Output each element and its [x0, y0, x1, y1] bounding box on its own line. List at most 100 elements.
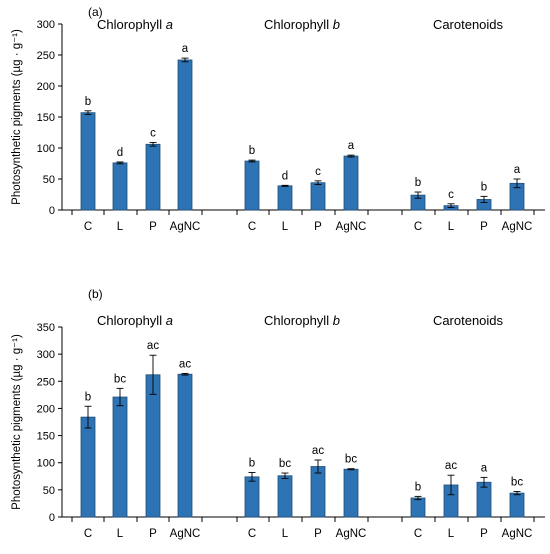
bar	[509, 492, 525, 518]
bar	[244, 476, 260, 518]
x-category-label: P	[314, 528, 322, 540]
y-tick-label: 200	[37, 403, 55, 415]
significance-letter: c	[150, 127, 156, 139]
x-category-label: P	[480, 528, 488, 540]
group-title: Chlorophyll b	[264, 313, 340, 328]
group-title-italic: b	[333, 17, 340, 32]
significance-letter: bc	[345, 454, 357, 466]
bar	[177, 59, 193, 211]
significance-letter: c	[315, 166, 321, 178]
y-tick-label: 300	[37, 19, 55, 31]
x-category-label: AgNC	[170, 221, 201, 233]
y-tick-label: 100	[37, 143, 55, 155]
group-title: Chlorophyll a	[97, 313, 173, 328]
bar	[310, 466, 326, 518]
bar	[244, 160, 260, 211]
x-category-label: C	[414, 221, 422, 233]
bar	[177, 373, 193, 518]
bar	[310, 182, 326, 211]
significance-letter: ac	[147, 340, 159, 352]
group-title-text: Carotenoids	[433, 17, 504, 32]
group-title-italic: b	[333, 313, 340, 328]
x-category-label: C	[248, 221, 256, 233]
bar	[112, 162, 128, 211]
x-category-label: P	[480, 221, 488, 233]
x-category-label: P	[149, 528, 157, 540]
group-title-text: Carotenoids	[433, 313, 504, 328]
bar	[410, 497, 426, 518]
x-category-label: AgNC	[502, 221, 533, 233]
significance-letter: c	[448, 189, 454, 201]
panel-label: (b)	[88, 287, 103, 301]
y-tick-label: 250	[37, 50, 55, 62]
x-category-label: L	[117, 221, 124, 233]
panel-label: (a)	[88, 5, 103, 19]
significance-letter: a	[481, 462, 488, 474]
bar	[80, 416, 96, 518]
x-category-label: L	[117, 528, 124, 540]
x-category-label: AgNC	[336, 528, 367, 540]
chart-panel-2: 0 50 100 150 200 250 300 350 Photosynthetic pigm…	[11, 287, 545, 540]
significance-letter: b	[85, 96, 91, 108]
y-tick-label: 100	[37, 458, 55, 470]
y-tick-label: 150	[37, 431, 55, 443]
x-category-label: P	[149, 221, 157, 233]
group-title-text: Chlorophyll	[97, 313, 166, 328]
bar	[112, 396, 128, 518]
x-category-label: C	[248, 528, 256, 540]
x-category-label: C	[84, 528, 92, 540]
y-tick-label: 250	[37, 376, 55, 388]
group-title: Carotenoids	[433, 17, 504, 32]
x-category-label: AgNC	[170, 528, 201, 540]
significance-letter: b	[249, 145, 255, 157]
x-category-label: AgNC	[336, 221, 367, 233]
significance-letter: bc	[114, 373, 126, 385]
significance-letter: b	[415, 177, 421, 189]
chart-panel-1: 0 50 100 150 200 250 300 Photosynthetic pigment…	[11, 5, 545, 233]
significance-letter: a	[348, 140, 355, 152]
significance-letter: bc	[511, 476, 523, 488]
significance-letter: b	[481, 181, 487, 193]
y-axis-label: Photosynthetic pigments (µg · g⁻¹)	[11, 29, 23, 205]
significance-letter: bc	[279, 458, 291, 470]
significance-letter: b	[415, 481, 421, 493]
group-title: Chlorophyll a	[97, 17, 173, 32]
group-title-text: Chlorophyll	[264, 17, 333, 32]
x-category-label: L	[448, 528, 455, 540]
group-title-text: Chlorophyll	[97, 17, 166, 32]
x-category-label: C	[84, 221, 92, 233]
y-tick-label: 200	[37, 81, 55, 93]
bar	[343, 155, 359, 211]
bar	[145, 374, 161, 518]
x-category-label: P	[314, 221, 322, 233]
x-category-label: L	[282, 221, 289, 233]
group-title-text: Chlorophyll	[264, 313, 333, 328]
y-tick-label: 350	[37, 322, 55, 334]
bar	[277, 185, 293, 211]
group-title: Chlorophyll b	[264, 17, 340, 32]
bar	[277, 475, 293, 518]
y-tick-label: 300	[37, 349, 55, 361]
y-tick-label: 50	[43, 485, 55, 497]
group-title-italic: a	[166, 313, 173, 328]
y-tick-label: 50	[43, 174, 55, 186]
significance-letter: a	[182, 43, 189, 55]
significance-letter: d	[282, 170, 288, 182]
x-category-label: C	[414, 528, 422, 540]
bar	[80, 112, 96, 211]
y-tick-label: 150	[37, 112, 55, 124]
x-category-label: L	[448, 221, 455, 233]
significance-letter: b	[249, 457, 255, 469]
significance-letter: d	[117, 147, 123, 159]
y-axis-label: Photosynthetic pigments (µg · g⁻¹)	[11, 334, 23, 510]
significance-letter: ac	[312, 445, 324, 457]
bar	[343, 468, 359, 518]
significance-letter: a	[514, 164, 521, 176]
bar	[145, 143, 161, 211]
significance-letter: ac	[179, 358, 191, 370]
y-tick-label: 0	[49, 512, 55, 524]
significance-letter: ac	[445, 460, 457, 472]
group-title: Carotenoids	[433, 313, 504, 328]
group-title-italic: a	[166, 17, 173, 32]
